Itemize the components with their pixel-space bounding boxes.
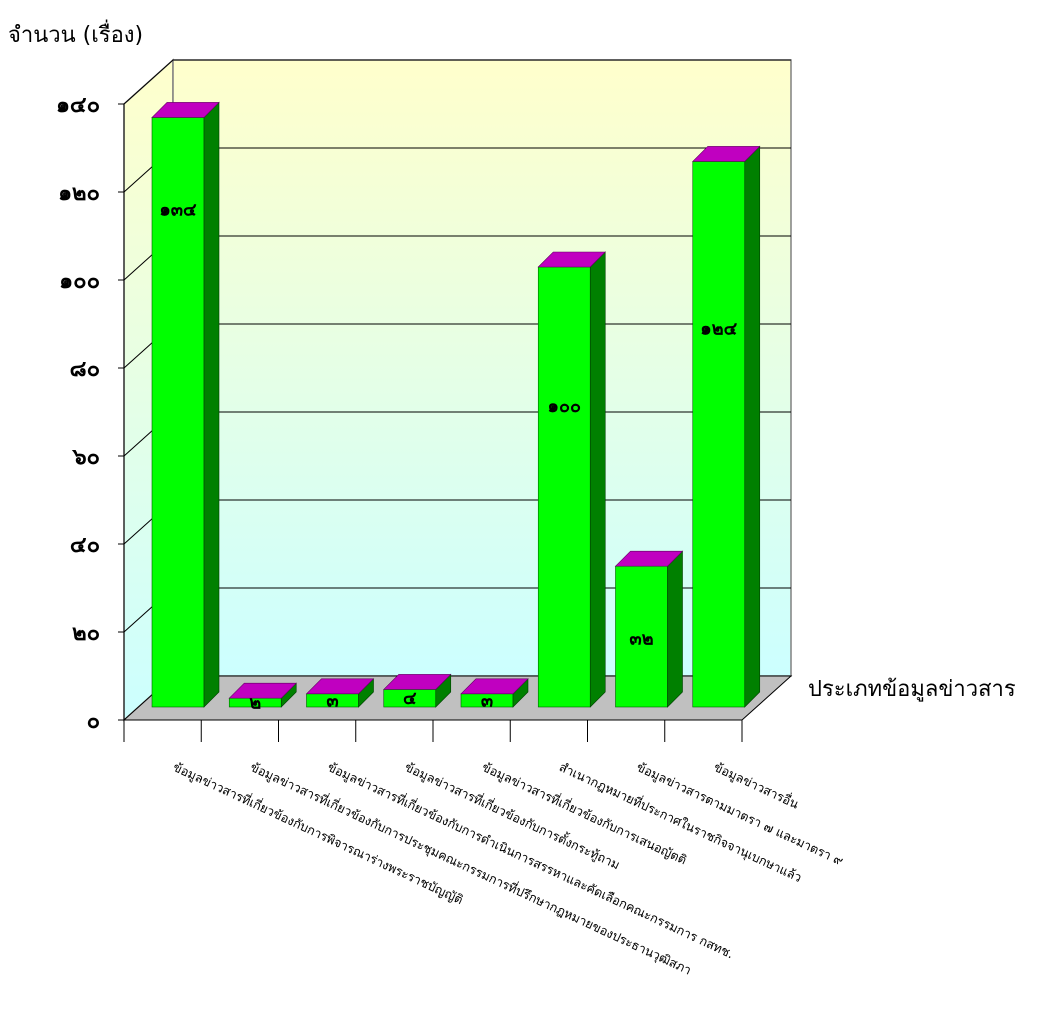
y-tick-label: ๐ bbox=[87, 709, 100, 734]
back-wall bbox=[172, 59, 792, 677]
bar-top bbox=[228, 682, 297, 699]
bar-top bbox=[692, 146, 761, 162]
bar-side bbox=[744, 145, 761, 708]
bar-front bbox=[151, 117, 205, 708]
y-tick-label: ๔๐ bbox=[70, 533, 100, 558]
bar bbox=[692, 145, 761, 708]
axes bbox=[118, 103, 743, 742]
bar-side bbox=[203, 101, 220, 708]
bars bbox=[151, 101, 761, 708]
bar-front bbox=[615, 565, 668, 708]
bar bbox=[383, 673, 452, 708]
bar-top bbox=[460, 678, 529, 695]
bar-top bbox=[614, 550, 684, 567]
data-label: ๑๒๔ bbox=[700, 318, 737, 339]
bar bbox=[537, 251, 606, 708]
data-label: ๑๓๔ bbox=[159, 199, 197, 220]
data-label: ๓ bbox=[326, 690, 338, 711]
bar-top bbox=[151, 102, 220, 118]
y-tick-label: ๑๔๐ bbox=[56, 93, 100, 118]
y-tick-label: ๑๐๐ bbox=[59, 269, 100, 294]
bar-front bbox=[537, 266, 591, 708]
y-tick-label: ๖๐ bbox=[72, 445, 100, 470]
plot-walls bbox=[123, 58, 792, 722]
bar bbox=[228, 682, 297, 708]
data-label: ๓ bbox=[481, 690, 493, 711]
bar-top bbox=[383, 674, 452, 690]
plot-floor bbox=[122, 675, 793, 721]
bar-top bbox=[305, 678, 375, 695]
bar-top bbox=[537, 251, 606, 268]
bar bbox=[151, 101, 220, 708]
y-tick-label: ๒๐ bbox=[72, 621, 100, 646]
data-label: ๒ bbox=[249, 693, 261, 714]
gridline bbox=[123, 59, 791, 105]
bar bbox=[305, 678, 375, 708]
x-axis-label: ประเภทข้อมูลข่าวสาร bbox=[808, 677, 1016, 702]
bar bbox=[614, 550, 684, 708]
bar bbox=[460, 678, 529, 708]
bar-side bbox=[667, 550, 683, 708]
y-tick-label: ๑๒๐ bbox=[58, 181, 100, 206]
bar-front bbox=[692, 161, 746, 708]
data-label: ๑๐๐ bbox=[548, 396, 581, 417]
y-axis-label: จำนวน (เรื่อง) bbox=[8, 19, 143, 48]
y-tick-label: ๘๐ bbox=[70, 357, 100, 382]
data-label: ๔ bbox=[403, 688, 417, 709]
bar-side bbox=[589, 251, 606, 708]
data-label: ๓๒ bbox=[629, 629, 653, 650]
floor-plane bbox=[122, 675, 793, 721]
